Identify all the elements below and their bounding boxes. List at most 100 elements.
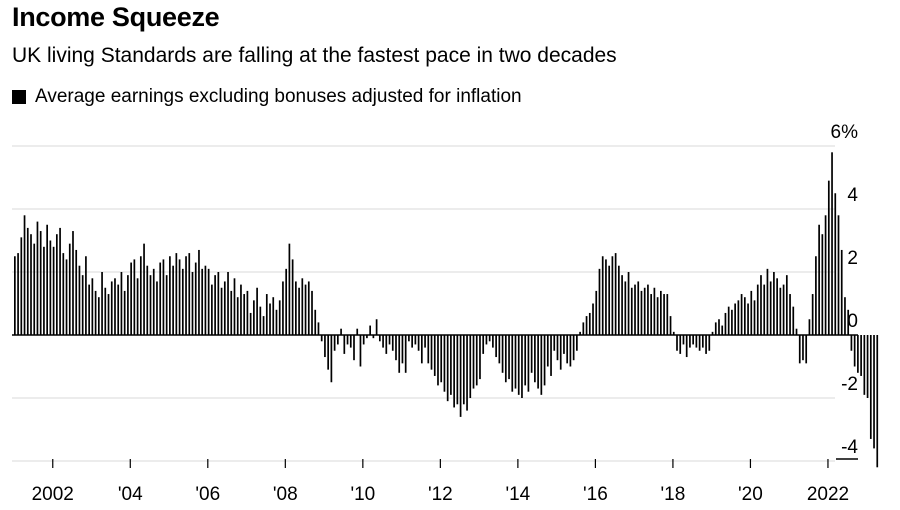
bar — [243, 294, 246, 335]
bar — [450, 335, 452, 395]
bar — [792, 306, 795, 335]
bar — [385, 335, 388, 354]
bar — [679, 335, 682, 354]
bar — [220, 287, 223, 335]
bar — [672, 331, 675, 335]
x-tick-label: '14 — [505, 484, 530, 505]
bar — [802, 335, 804, 361]
bar — [382, 335, 384, 348]
bar — [278, 300, 281, 335]
x-tick-label: 2022 — [807, 484, 849, 505]
bar — [46, 224, 48, 335]
bar — [253, 300, 255, 335]
bar — [789, 294, 791, 335]
bar — [747, 303, 749, 335]
bar — [314, 309, 317, 335]
bar — [724, 312, 727, 335]
bar — [821, 234, 824, 335]
bar — [637, 281, 640, 335]
bar — [259, 306, 262, 335]
bar — [469, 335, 472, 398]
bar — [194, 262, 197, 335]
bar — [404, 335, 407, 373]
bar — [815, 256, 817, 335]
bar — [72, 231, 74, 335]
bar — [598, 268, 601, 335]
bar — [236, 297, 239, 335]
bar — [873, 335, 875, 449]
bar — [62, 253, 65, 335]
bar — [65, 259, 68, 335]
bar — [495, 335, 497, 358]
bars — [14, 152, 879, 468]
bar — [165, 275, 168, 335]
x-tick-label: '04 — [118, 484, 143, 505]
bar — [159, 262, 162, 335]
bar — [682, 335, 685, 345]
bar — [760, 275, 762, 335]
bar — [860, 335, 862, 376]
bar — [850, 335, 853, 351]
y-tick-label: -4 — [841, 437, 858, 458]
bar — [211, 284, 213, 335]
bar — [107, 294, 110, 335]
bar — [660, 290, 662, 335]
bar — [172, 265, 174, 335]
bar — [188, 253, 191, 335]
bar — [711, 331, 714, 335]
bar — [740, 294, 743, 335]
bar — [320, 335, 323, 342]
bar — [731, 309, 733, 335]
bar — [650, 294, 653, 335]
bar — [401, 335, 404, 364]
bar — [275, 309, 278, 335]
bar — [55, 234, 58, 335]
bar — [514, 335, 517, 389]
bar — [734, 303, 736, 335]
bar — [798, 335, 801, 364]
bar — [307, 281, 310, 335]
x-tick-label: '18 — [661, 484, 686, 505]
bar — [475, 335, 478, 386]
bar — [721, 325, 724, 335]
bar — [756, 284, 759, 335]
bar — [608, 265, 611, 335]
bar — [417, 335, 420, 351]
bar — [663, 294, 665, 335]
bar — [553, 335, 556, 351]
bar — [779, 287, 782, 335]
bar — [85, 256, 87, 335]
bar — [75, 249, 78, 335]
bar — [391, 335, 394, 351]
bar — [146, 265, 149, 335]
bar — [443, 335, 446, 392]
bar — [149, 275, 152, 335]
bar — [621, 275, 623, 335]
bar — [288, 243, 291, 335]
bar — [311, 290, 313, 335]
bar — [139, 256, 142, 335]
bar — [876, 335, 879, 468]
bar — [333, 335, 336, 351]
bar — [579, 331, 581, 335]
y-tick-label: -2 — [841, 374, 858, 395]
bar — [369, 325, 371, 335]
bar — [656, 297, 659, 335]
bar — [94, 290, 97, 335]
bar — [175, 253, 178, 335]
bar — [265, 294, 268, 335]
bar — [863, 335, 866, 395]
bar — [701, 335, 704, 348]
bar — [647, 284, 649, 335]
bar — [718, 319, 720, 335]
bar — [566, 335, 569, 364]
bar — [440, 335, 443, 383]
bar — [634, 284, 636, 335]
bar — [240, 284, 242, 335]
bar — [737, 300, 740, 335]
bar — [559, 335, 562, 370]
bar — [776, 278, 778, 335]
bar — [611, 256, 614, 335]
bar — [33, 243, 36, 335]
legend-label: Average earnings excluding bonuses adjus… — [35, 86, 522, 107]
